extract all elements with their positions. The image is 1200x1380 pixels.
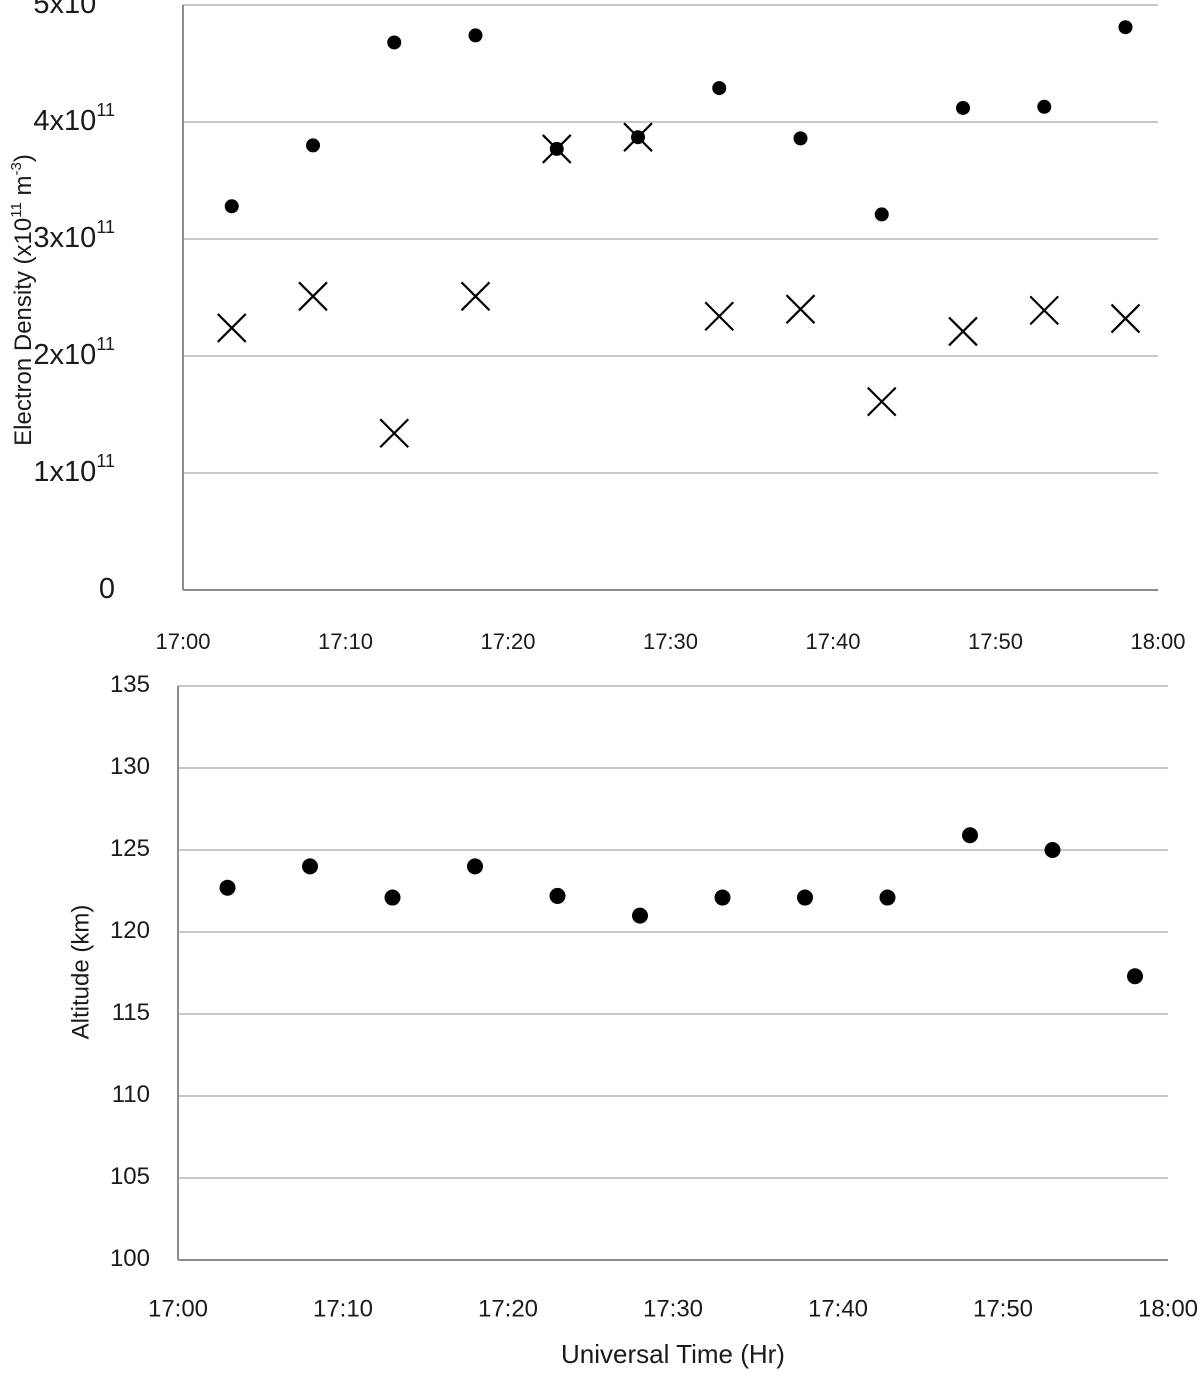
y-tick-label: 100 bbox=[110, 1245, 150, 1272]
y-tick-label: 120 bbox=[110, 917, 150, 944]
y-tick-label: 115 bbox=[112, 999, 150, 1026]
data-point-dot bbox=[219, 879, 236, 896]
data-point-dot bbox=[387, 35, 402, 50]
data-point-dot bbox=[306, 138, 320, 153]
data-point-x bbox=[866, 386, 897, 417]
data-point-dot bbox=[467, 858, 483, 875]
data-point-dot bbox=[797, 889, 813, 906]
x-tick-label: 17:30 bbox=[643, 629, 698, 654]
x-tick-label: 17:30 bbox=[643, 1295, 703, 1322]
data-point-x bbox=[541, 134, 572, 164]
series-2 bbox=[216, 122, 1141, 448]
x-tick-label: 18:00 bbox=[1138, 1295, 1198, 1322]
x-tick-label: 17:00 bbox=[148, 1295, 208, 1322]
y-tick-label: 2x1011 bbox=[33, 334, 115, 371]
x-tick-label: 17:40 bbox=[808, 1295, 868, 1322]
data-point-dot bbox=[384, 889, 401, 906]
data-point-dot bbox=[714, 889, 731, 906]
x-tick-label: 17:20 bbox=[478, 1295, 538, 1322]
data-point-dot bbox=[1118, 20, 1133, 35]
y-axis-label: Altitude (km) bbox=[67, 905, 94, 1040]
data-point-dot bbox=[468, 28, 483, 43]
data-point-dot bbox=[793, 131, 808, 146]
y-tick-label: 1x1011 bbox=[33, 451, 115, 488]
data-point-dot bbox=[549, 887, 566, 904]
y-tick-label: 5x1011 bbox=[33, 0, 115, 20]
data-point-dot bbox=[879, 889, 896, 906]
data-point-dot bbox=[956, 100, 970, 115]
data-point-x bbox=[379, 418, 410, 448]
y-tick-label: 105 bbox=[110, 1163, 150, 1190]
data-point-x bbox=[948, 316, 978, 347]
x-tick-label: 18:00 bbox=[1130, 629, 1185, 654]
data-point-dot bbox=[1037, 99, 1052, 114]
x-tick-label: 17:50 bbox=[968, 629, 1023, 654]
y-tick-label: 110 bbox=[112, 1081, 150, 1108]
data-point-dot bbox=[1127, 968, 1143, 985]
y-tick-label: 0 bbox=[99, 573, 115, 605]
x-tick-label: 17:40 bbox=[805, 629, 860, 654]
data-point-x bbox=[298, 281, 328, 312]
data-point-x bbox=[1029, 295, 1060, 326]
data-point-x bbox=[623, 122, 653, 152]
data-point-dot bbox=[1044, 842, 1061, 858]
y-tick-label: 4x1011 bbox=[33, 100, 115, 137]
x-tick-label: 17:20 bbox=[480, 629, 535, 654]
y-tick-label: 130 bbox=[110, 753, 150, 780]
data-point-dot bbox=[224, 199, 239, 214]
y-tick-label: 125 bbox=[110, 835, 150, 862]
data-point-dot bbox=[302, 858, 318, 875]
chart-panel-1: 0 1x1011 2x1011 3x1011 4x1011 5x1011 17:00 17:1… bbox=[8, 0, 1186, 654]
data-point-dot bbox=[874, 207, 889, 222]
series-1 bbox=[224, 20, 1133, 222]
x-tick-label: 17:50 bbox=[973, 1295, 1033, 1322]
data-point-x bbox=[1110, 303, 1141, 334]
chart-panel-2: 100 105 110 115 120 125 130 135 17:00 17:10 17:20 1… bbox=[67, 671, 1198, 1369]
data-point-x bbox=[460, 281, 491, 312]
x-axis-label: Universal Time (Hr) bbox=[561, 1339, 785, 1369]
y-axis-label: Electron Density (x1011 m-3) bbox=[8, 154, 37, 446]
data-point-dot bbox=[962, 827, 978, 844]
data-point-x bbox=[216, 313, 247, 343]
x-tick-label: 17:10 bbox=[318, 629, 373, 654]
data-point-dot bbox=[632, 907, 648, 924]
y-tick-label: 135 bbox=[110, 671, 150, 698]
x-tick-label: 17:10 bbox=[313, 1295, 373, 1322]
data-point-dot bbox=[712, 81, 727, 96]
data-point-x bbox=[704, 301, 735, 331]
y-tick-label: 3x1011 bbox=[33, 217, 115, 254]
series-1 bbox=[219, 827, 1143, 985]
data-point-x bbox=[785, 294, 816, 324]
x-tick-label: 17:00 bbox=[155, 629, 210, 654]
